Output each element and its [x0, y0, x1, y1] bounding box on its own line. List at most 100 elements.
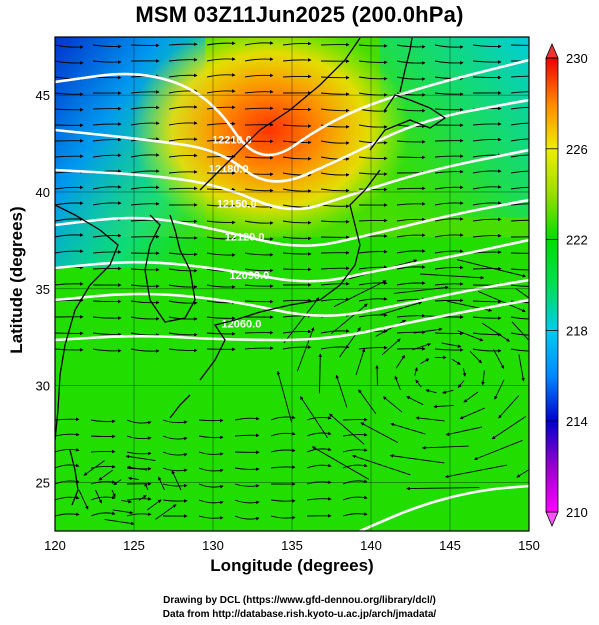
streamline [358, 265, 388, 270]
streamline [90, 434, 116, 439]
streamline [481, 370, 485, 386]
streamline [168, 348, 198, 353]
streamline [472, 233, 502, 238]
streamline [162, 499, 188, 503]
streamline [481, 322, 510, 342]
streamline [434, 348, 464, 352]
streamline [95, 489, 102, 504]
x-tick-label: 150 [518, 538, 540, 553]
streamline [168, 137, 198, 142]
streamline [120, 499, 132, 504]
streamline [126, 435, 152, 441]
streamline [396, 140, 426, 144]
lat-lon-grid [54, 37, 530, 531]
streamline [55, 201, 84, 206]
streamline [320, 140, 350, 145]
y-axis-ticks: 25 30 35 40 45 [36, 88, 50, 490]
streamline [434, 233, 464, 238]
x-axis-ticks: 120 125 130 135 140 145 150 [44, 538, 540, 553]
streamline [244, 156, 274, 160]
streamline [306, 480, 332, 485]
streamline [396, 313, 426, 318]
streamline [244, 220, 274, 225]
streamline [282, 220, 312, 225]
streamline [130, 348, 160, 353]
streamline [125, 454, 156, 462]
streamline [282, 345, 312, 350]
streamline [90, 464, 116, 469]
streamline [282, 329, 312, 334]
streamline [55, 108, 84, 112]
streamline [206, 284, 236, 289]
streamline [306, 447, 332, 453]
streamline [130, 316, 160, 321]
streamline [413, 327, 443, 334]
streamline [473, 439, 523, 461]
colorbar-tick-label: 222 [566, 233, 588, 248]
streamline [576, 344, 582, 389]
streamline [55, 60, 84, 65]
streamline [234, 416, 260, 421]
streamline [206, 187, 236, 192]
streamline [270, 431, 296, 437]
streamline [306, 431, 332, 437]
streamline [434, 185, 464, 190]
x-tick-label: 130 [202, 538, 224, 553]
y-axis-label: Latitude (degrees) [7, 206, 26, 354]
streamline [138, 494, 147, 501]
streamline [198, 435, 224, 440]
contour-label: 12210.0 [212, 135, 252, 147]
streamline [270, 415, 296, 421]
streamline [234, 515, 260, 521]
streamline [472, 60, 502, 64]
streamline [306, 497, 332, 501]
streamline [320, 92, 350, 96]
streamline [92, 201, 122, 206]
streamline [244, 188, 274, 193]
streamline [434, 201, 464, 206]
streamline [441, 342, 462, 348]
streamline [55, 512, 80, 517]
streamline [244, 268, 274, 273]
streamline [442, 389, 454, 394]
streamline [396, 92, 426, 97]
x-tick-label: 145 [439, 538, 461, 553]
streamline [342, 479, 368, 485]
streamline [126, 497, 152, 501]
streamline [396, 108, 426, 113]
streamline [282, 252, 312, 256]
streamline [126, 419, 152, 425]
streamline [282, 236, 312, 241]
streamline [434, 154, 464, 158]
x-axis-label: Longitude (degrees) [210, 556, 374, 575]
streamline [311, 446, 370, 480]
streamline [425, 389, 437, 394]
streamline [206, 89, 236, 94]
colorbar-max-arrow [545, 42, 559, 59]
streamline [510, 316, 529, 320]
streamline [469, 350, 482, 364]
streamline [55, 282, 84, 286]
streamline [206, 138, 236, 142]
streamline [462, 368, 467, 377]
streamline [130, 201, 160, 206]
streamline [396, 265, 426, 270]
streamline [162, 451, 188, 457]
temperature-field: 12210.0 12180.0 12150.0 12120.0 12090.0 12060… [55, 37, 582, 531]
streamline [300, 396, 328, 439]
streamline [381, 338, 401, 356]
height-contour [359, 484, 529, 531]
streamline [510, 332, 529, 336]
streamline [396, 76, 426, 81]
streamline [375, 319, 407, 337]
streamline [342, 512, 368, 517]
streamline [358, 172, 388, 176]
streamline [472, 169, 502, 174]
streamline [420, 273, 485, 280]
streamline [244, 252, 274, 257]
streamline [358, 345, 388, 350]
streamline [472, 75, 502, 80]
streamline [472, 44, 502, 49]
streamline [90, 419, 116, 424]
